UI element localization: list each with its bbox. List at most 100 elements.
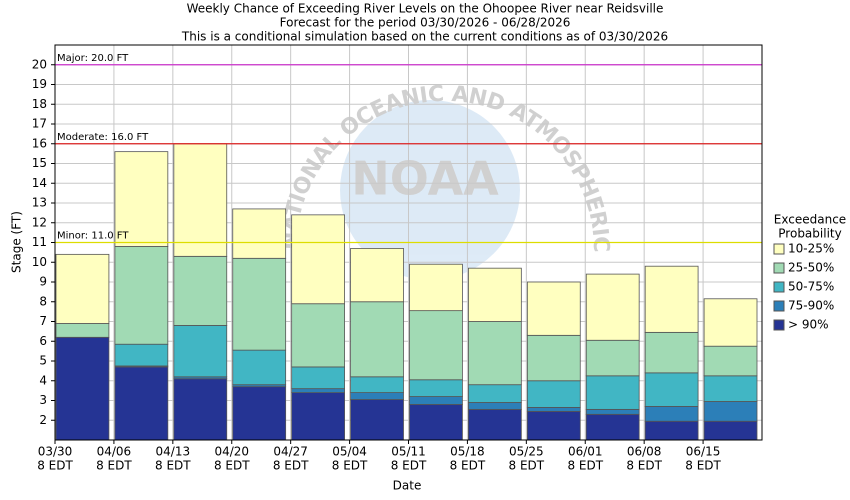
y-axis-label: Stage (FT) xyxy=(10,211,24,273)
x-axis-label: Date xyxy=(393,479,422,493)
y-tick-label: 15 xyxy=(32,156,47,170)
y-tick-label: 5 xyxy=(39,354,47,368)
bar-segment xyxy=(409,263,463,312)
bar-segment xyxy=(703,420,758,441)
bar-segment xyxy=(526,281,581,336)
y-tick-label: 9 xyxy=(39,275,47,289)
bar-segment xyxy=(232,386,287,441)
x-tick-label: 06/08 xyxy=(627,445,662,459)
x-tick-label: 04/27 xyxy=(273,445,308,459)
bar-segment xyxy=(526,407,581,412)
x-tick-label-time: 8 EDT xyxy=(685,459,721,473)
y-tick-label: 7 xyxy=(39,314,47,328)
legend-label: 10-25% xyxy=(788,242,834,256)
bar-segment xyxy=(703,401,758,422)
bar-segment xyxy=(409,396,463,405)
y-tick-label: 12 xyxy=(32,215,47,229)
chart-title: Forecast for the period 03/30/2026 - 06/… xyxy=(280,16,571,30)
y-tick-label: 17 xyxy=(32,117,47,131)
bar-segment xyxy=(644,420,699,441)
bar-segment xyxy=(55,323,110,338)
bar-segment xyxy=(585,408,640,415)
legend-title: Exceedance xyxy=(774,213,846,227)
y-tick-label: 6 xyxy=(39,334,47,348)
legend-swatch xyxy=(773,243,785,255)
bar-segment xyxy=(114,343,169,367)
legend-swatch xyxy=(773,300,785,312)
x-tick-label-time: 8 EDT xyxy=(273,459,309,473)
y-tick-label: 2 xyxy=(39,413,47,427)
x-tick-label-time: 8 EDT xyxy=(96,459,132,473)
x-tick-label: 04/13 xyxy=(156,445,191,459)
threshold-label: Minor: 11.0 FT xyxy=(57,231,129,242)
y-tick-label: 8 xyxy=(39,294,47,308)
x-tick-label: 05/25 xyxy=(509,445,544,459)
bar-segment xyxy=(350,248,404,303)
bar-segment xyxy=(409,404,463,441)
y-tick-label: 10 xyxy=(32,255,47,269)
x-tick-label: 04/06 xyxy=(97,445,132,459)
bar-segment xyxy=(644,265,699,333)
bar-segment xyxy=(350,301,404,378)
legend-swatch xyxy=(773,319,785,331)
bar-segment xyxy=(173,255,228,326)
bar-segment xyxy=(644,372,699,407)
x-tick-label-time: 8 EDT xyxy=(567,459,603,473)
bar-segment xyxy=(173,325,228,378)
legend-title: Probability xyxy=(778,227,841,241)
legend-label: > 90% xyxy=(788,318,829,332)
bar-segment xyxy=(468,384,522,403)
bar-segment xyxy=(468,402,522,410)
chart-title: Weekly Chance of Exceeding River Levels … xyxy=(187,2,664,16)
y-tick-label: 4 xyxy=(39,373,47,387)
x-tick-label-time: 8 EDT xyxy=(626,459,662,473)
bar-segment xyxy=(173,143,228,257)
bar-segment xyxy=(644,331,699,374)
y-tick-label: 18 xyxy=(32,97,47,111)
x-tick-label: 03/30 xyxy=(38,445,73,459)
threshold-label: Major: 20.0 FT xyxy=(57,53,129,64)
x-tick-label: 04/20 xyxy=(214,445,249,459)
bar-segment xyxy=(291,214,345,305)
x-tick-label-time: 8 EDT xyxy=(155,459,191,473)
watermark-disc xyxy=(340,100,520,280)
legend-label: 25-50% xyxy=(788,261,834,275)
bar-segment xyxy=(703,375,758,402)
legend-label: 50-75% xyxy=(788,280,834,294)
bar-segment xyxy=(526,410,581,441)
y-tick-label: 20 xyxy=(32,57,47,71)
bar-segment xyxy=(232,257,287,351)
x-tick-label-time: 8 EDT xyxy=(391,459,427,473)
bar-segment xyxy=(409,379,463,397)
x-tick-label-time: 8 EDT xyxy=(450,459,486,473)
y-tick-label: 16 xyxy=(32,136,47,150)
bar-segment xyxy=(703,345,758,377)
x-tick-label: 05/11 xyxy=(391,445,426,459)
y-tick-label: 3 xyxy=(39,393,47,407)
y-tick-label: 19 xyxy=(32,77,47,91)
bar-segment xyxy=(291,392,345,441)
bar-segment xyxy=(409,310,463,381)
x-tick-label: 05/04 xyxy=(332,445,367,459)
bar-segment xyxy=(468,321,522,386)
bar-segment xyxy=(173,378,228,441)
watermark-logo: NOAA xyxy=(351,152,499,206)
bar-segment xyxy=(114,366,169,441)
bar-segment xyxy=(703,298,758,347)
bar-segment xyxy=(526,334,581,382)
bar-segment xyxy=(585,339,640,377)
bar-segment xyxy=(526,380,581,408)
x-tick-label: 06/15 xyxy=(686,445,721,459)
bar-segment xyxy=(585,413,640,441)
bar-segment xyxy=(232,349,287,386)
y-tick-label: 13 xyxy=(32,196,47,210)
chart-title: This is a conditional simulation based o… xyxy=(181,30,668,44)
x-tick-label-time: 8 EDT xyxy=(214,459,250,473)
x-tick-label-time: 8 EDT xyxy=(37,459,73,473)
bar-segment xyxy=(468,267,522,322)
bar-segment xyxy=(468,408,522,441)
y-tick-label: 14 xyxy=(32,176,47,190)
x-tick-label-time: 8 EDT xyxy=(332,459,368,473)
legend-swatch xyxy=(773,262,785,274)
